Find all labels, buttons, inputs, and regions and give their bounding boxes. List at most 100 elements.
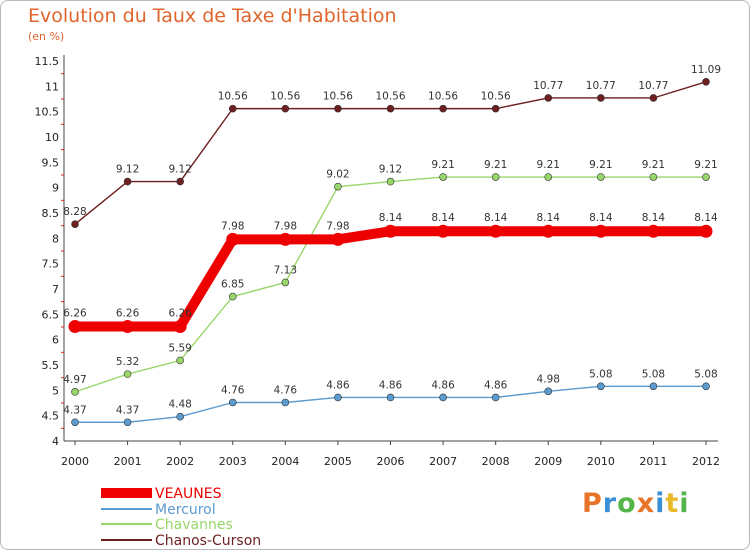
data-label: 8.14 [431, 212, 455, 224]
data-point [541, 224, 555, 238]
x-tick-label: 2000 [61, 455, 89, 468]
y-tick-label: 5 [52, 384, 59, 397]
data-point [331, 232, 345, 246]
y-tick-label: 10 [45, 131, 59, 144]
logo-letter: P [582, 488, 603, 519]
legend-label: Chanos-Curson [155, 533, 261, 549]
data-point [71, 418, 79, 427]
y-tick-label: 11.5 [35, 55, 60, 68]
data-point [68, 319, 82, 333]
data-point [384, 224, 397, 238]
series-line-chanos-curson [74, 81, 707, 225]
data-label: 10.77 [533, 80, 563, 92]
data-point [123, 370, 132, 378]
data-point [123, 177, 132, 186]
data-label: 7.98 [221, 220, 244, 232]
data-point [544, 94, 553, 102]
data-label: 8.14 [642, 212, 666, 224]
data-label: 7.98 [274, 220, 297, 232]
data-label: 5.59 [168, 342, 191, 354]
y-tick-label: 6 [52, 334, 59, 347]
data-point [176, 177, 184, 186]
data-point [702, 382, 710, 391]
data-point [491, 173, 500, 181]
data-label: 9.12 [168, 164, 191, 176]
data-labels: 6.26 6.26 6.26 7.98 7.98 7.98 8.14 8.14 8.14 8.14… [63, 64, 721, 416]
y-tick-label: 7.5 [42, 258, 60, 271]
data-point [281, 398, 290, 407]
x-tick-label: 2008 [482, 455, 510, 468]
x-tick-label: 2005 [324, 455, 352, 468]
y-tick-label: 9.5 [42, 156, 60, 169]
data-label: 9.21 [484, 159, 507, 171]
data-point [646, 224, 660, 238]
data-label: 9.21 [694, 159, 717, 171]
data-label: 6.26 [116, 307, 140, 319]
data-point [278, 232, 292, 246]
data-point [228, 104, 237, 113]
y-tick-label: 8 [52, 232, 59, 245]
data-point [489, 224, 503, 238]
data-point [702, 173, 710, 181]
data-point [594, 224, 608, 238]
x-tick-label: 2011 [639, 455, 667, 468]
y-tick-label: 9 [52, 182, 59, 195]
data-point [597, 173, 605, 181]
data-point [439, 173, 447, 181]
data-label: 10.56 [323, 91, 353, 103]
data-label: 10.56 [270, 91, 300, 103]
data-label: 4.97 [63, 374, 86, 386]
data-point [386, 177, 395, 186]
y-tick-label: 10.5 [35, 106, 60, 119]
data-label: 10.56 [218, 91, 248, 103]
logo-letter: t [665, 488, 680, 519]
y-tick-label: 4.5 [42, 410, 60, 423]
data-point [491, 393, 500, 402]
data-point [439, 104, 447, 113]
data-point [281, 104, 290, 113]
y-tick-label: 8.5 [42, 207, 60, 220]
data-label: 9.12 [116, 164, 139, 176]
y-tick-label: 5.5 [42, 359, 60, 372]
data-point [386, 393, 395, 402]
data-label: 9.21 [642, 159, 665, 171]
data-point [597, 382, 605, 391]
logo-letter: o [617, 488, 637, 519]
data-point [699, 224, 713, 238]
logo-letter: i [679, 488, 690, 519]
logo-letter: i [655, 488, 666, 519]
legend-label: Mercurol [155, 502, 216, 518]
data-label: 8.14 [694, 212, 718, 224]
data-point [228, 292, 237, 301]
data-label: 8.28 [63, 206, 86, 218]
x-tick-label: 2009 [534, 455, 562, 468]
data-label: 10.56 [428, 91, 458, 103]
data-label: 5.08 [642, 368, 665, 380]
data-point [121, 319, 135, 333]
data-label: 4.86 [379, 379, 403, 391]
data-point [436, 224, 450, 238]
data-point [439, 393, 447, 402]
data-point [544, 387, 553, 396]
data-point [334, 393, 342, 402]
legend-label: Chavannes [155, 517, 233, 533]
data-label: 4.48 [168, 399, 191, 411]
data-label: 9.02 [326, 169, 349, 181]
legend-label: VEAUNES [155, 486, 222, 502]
data-label: 6.26 [168, 307, 192, 319]
chart-title: Evolution du Taux de Taxe d'Habitation [28, 5, 397, 27]
x-tick-label: 2001 [114, 455, 142, 468]
data-point [173, 319, 187, 333]
data-point [491, 104, 500, 113]
data-label: 8.14 [589, 212, 613, 224]
x-tick-label: 2003 [219, 455, 247, 468]
data-label: 4.76 [221, 384, 245, 396]
data-label: 4.37 [116, 404, 139, 416]
data-point [71, 220, 79, 228]
y-tick-label: 4 [52, 435, 59, 448]
y-tick-label: 6.5 [42, 308, 60, 321]
data-label: 6.26 [63, 307, 87, 319]
series-layer [68, 77, 713, 427]
data-point [649, 382, 658, 391]
